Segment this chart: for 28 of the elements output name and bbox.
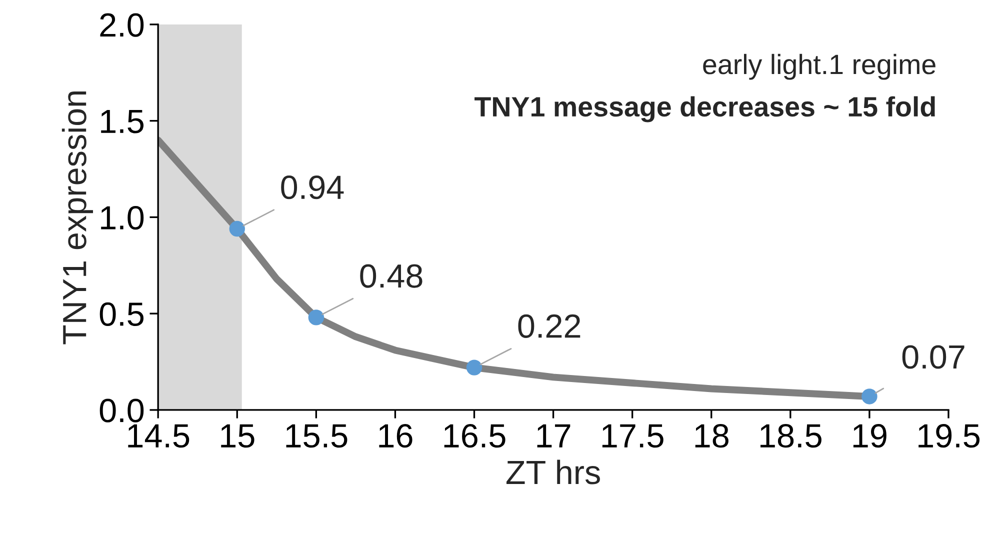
x-tick-label: 15.5 xyxy=(286,424,348,448)
annotation: TNY1 message decreases ~ 15 fold xyxy=(474,96,935,122)
y-tick-label: 0.5 xyxy=(100,302,144,326)
y-tick-label: 0.0 xyxy=(100,398,144,422)
point xyxy=(862,388,878,404)
x-tick-label: 18.5 xyxy=(760,424,822,448)
y-tick-label: 1.0 xyxy=(101,206,144,230)
y-tick-label: 1.5 xyxy=(101,110,144,134)
x-tick-label: 18 xyxy=(695,424,728,448)
x-tick-label: 16.5 xyxy=(444,424,506,448)
x-tick-label: 19 xyxy=(853,424,886,448)
y-axis-title: TNY1 expression xyxy=(62,92,93,344)
point xyxy=(229,220,245,237)
x-tick-label: 17 xyxy=(537,424,570,448)
x-tick-label: 19.5 xyxy=(918,424,980,448)
point xyxy=(466,360,482,376)
x-tick-label: 16 xyxy=(379,424,412,448)
annotation: early light.1 regime xyxy=(703,54,936,80)
x-tick-label: 17.5 xyxy=(602,424,664,448)
data-label: 0.48 xyxy=(360,264,422,288)
data-label: 0.94 xyxy=(281,176,344,200)
y-tick-label: 2.0 xyxy=(100,13,144,37)
x-axis-title: ZT hrs xyxy=(506,460,600,484)
data-label: 0.07 xyxy=(902,345,964,369)
x-tick-label: 14.5 xyxy=(128,424,190,448)
point xyxy=(308,310,324,326)
data-label: 0.22 xyxy=(518,314,580,338)
x-tick-label: 15 xyxy=(221,424,254,448)
